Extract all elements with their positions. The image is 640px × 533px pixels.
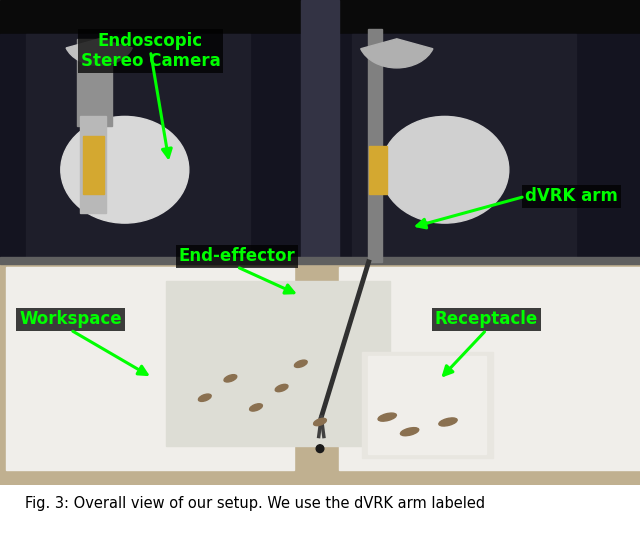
Wedge shape	[66, 39, 132, 66]
Bar	[83, 136, 104, 194]
Text: Workspace: Workspace	[19, 310, 122, 328]
Bar	[6, 267, 294, 471]
Ellipse shape	[250, 404, 262, 411]
Bar	[77, 39, 112, 126]
Bar	[369, 146, 387, 194]
Bar	[339, 267, 640, 471]
Ellipse shape	[381, 116, 509, 223]
Text: Endoscopic
Stereo Camera: Endoscopic Stereo Camera	[81, 31, 220, 70]
Bar	[368, 357, 486, 454]
Bar	[0, 34, 640, 262]
Ellipse shape	[61, 116, 189, 223]
Ellipse shape	[314, 418, 326, 426]
Ellipse shape	[439, 418, 457, 426]
Text: End-effector: End-effector	[179, 247, 295, 265]
Ellipse shape	[401, 427, 419, 435]
Bar	[352, 34, 576, 262]
Ellipse shape	[294, 360, 307, 367]
Ellipse shape	[198, 394, 211, 401]
Ellipse shape	[224, 375, 237, 382]
Bar	[166, 281, 390, 446]
Bar	[0, 264, 640, 485]
Ellipse shape	[316, 445, 324, 453]
Bar	[26, 34, 250, 262]
Bar	[0, 0, 640, 34]
Text: Fig. 3: Overall view of our setup. We use the dVRK arm labeled: Fig. 3: Overall view of our setup. We us…	[25, 496, 485, 511]
Text: dVRK arm: dVRK arm	[525, 188, 618, 205]
Ellipse shape	[275, 384, 288, 392]
Text: Receptacle: Receptacle	[435, 310, 538, 328]
Bar	[301, 0, 339, 262]
Bar	[362, 352, 493, 458]
Bar	[0, 257, 640, 264]
Bar	[368, 29, 382, 262]
Ellipse shape	[378, 413, 396, 421]
Bar	[80, 116, 106, 213]
Wedge shape	[361, 39, 433, 68]
